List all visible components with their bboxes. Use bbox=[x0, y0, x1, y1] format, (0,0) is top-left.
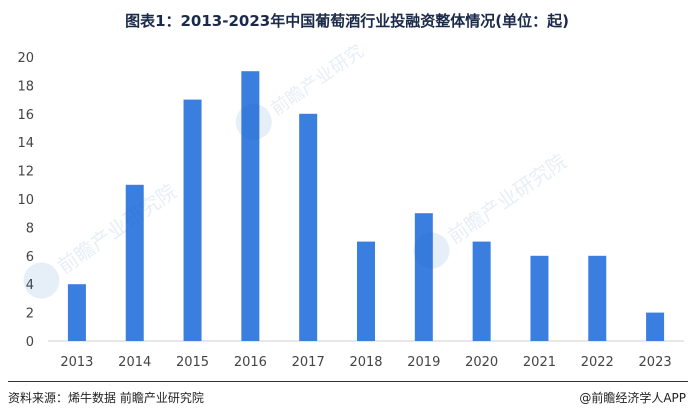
x-tick-label: 2014 bbox=[118, 355, 151, 370]
bar-2018 bbox=[357, 241, 375, 341]
x-tick-label: 2021 bbox=[523, 355, 556, 370]
bar-2019 bbox=[414, 213, 433, 341]
bar-2022 bbox=[588, 255, 607, 341]
x-tick-label: 2023 bbox=[639, 355, 672, 370]
y-tick-label: 16 bbox=[17, 108, 34, 123]
footer-divider bbox=[8, 381, 688, 382]
bar-2020 bbox=[472, 241, 491, 341]
bar-2016 bbox=[241, 71, 260, 341]
x-tick-label: 2017 bbox=[292, 355, 325, 370]
x-tick-label: 2016 bbox=[234, 355, 267, 370]
bar-2013 bbox=[67, 284, 86, 341]
y-tick-label: 12 bbox=[17, 165, 34, 180]
x-tick-label: 2022 bbox=[581, 355, 614, 370]
y-axis-ticks: 0 2 4 6 8 10 12 14 16 18 20 bbox=[17, 51, 34, 350]
bars bbox=[67, 71, 665, 341]
source-note: 资料来源：烯牛数据 前瞻产业研究院 bbox=[8, 391, 204, 405]
bar-2014 bbox=[125, 184, 144, 341]
y-tick-label: 6 bbox=[26, 250, 34, 265]
bar-2023 bbox=[646, 312, 665, 341]
y-tick-label: 2 bbox=[26, 307, 34, 322]
y-tick-label: 10 bbox=[17, 193, 34, 208]
x-tick-label: 2013 bbox=[60, 355, 93, 370]
y-tick-label: 8 bbox=[26, 221, 34, 236]
y-tick-label: 4 bbox=[26, 278, 34, 293]
x-tick-label: 2019 bbox=[407, 355, 440, 370]
x-tick-label: 2020 bbox=[465, 355, 498, 370]
x-tick-label: 2018 bbox=[349, 355, 382, 370]
y-tick-label: 20 bbox=[17, 51, 34, 66]
y-tick-label: 0 bbox=[26, 335, 34, 350]
y-tick-label: 14 bbox=[17, 136, 34, 151]
chart-title: 图表1：2013-2023年中国葡萄酒行业投融资整体情况(单位：起) bbox=[125, 12, 569, 30]
bar-2021 bbox=[530, 255, 549, 341]
x-axis-ticks: 2013 2014 2015 2016 2017 2018 2019 2020 2021 2022… bbox=[60, 355, 671, 370]
bar-2017 bbox=[299, 113, 318, 341]
credit-note: @前瞻经济学人APP bbox=[579, 391, 686, 405]
y-tick-label: 18 bbox=[17, 79, 34, 94]
x-tick-label: 2015 bbox=[176, 355, 209, 370]
bar-2015 bbox=[183, 99, 202, 341]
